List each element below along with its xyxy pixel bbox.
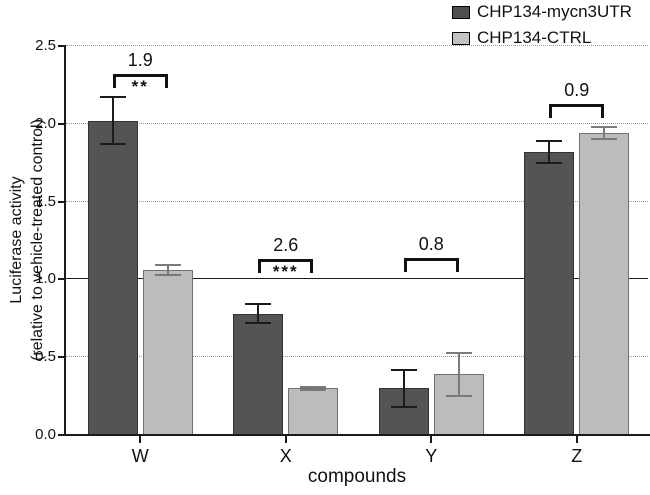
y-tick-label: 0.0 [35, 426, 56, 443]
x-axis-tick [430, 436, 433, 443]
x-tick-label: Z [571, 446, 583, 466]
y-axis-title: Luciferase activity (relative to vehicle… [6, 40, 50, 440]
x-axis-title: compounds [307, 466, 407, 487]
error-bar-cap-bottom [536, 161, 563, 164]
legend-swatch-light-icon [452, 31, 470, 45]
bar-CHP134-CTRL-Z [579, 133, 630, 435]
error-bar-cap-top [99, 96, 126, 99]
error-bar-cap-bottom [591, 138, 618, 141]
x-axis-tick [284, 436, 287, 443]
bar-CHP134-CTRL-X [288, 388, 339, 435]
y-axis-tick [58, 122, 66, 125]
significance-bracket-end [258, 259, 262, 274]
y-tick-label: 1.5 [35, 192, 56, 210]
x-axis-tick [575, 436, 578, 443]
bar-CHP134-mycn3UTR-Z [524, 151, 575, 435]
y-tick-label: 1.0 [35, 270, 56, 288]
y-axis-tick [58, 278, 66, 281]
reference-line [66, 278, 648, 280]
gridline-dotted [66, 45, 648, 46]
bar-CHP134-CTRL-W [142, 270, 193, 435]
error-bar-cap-bottom [390, 405, 417, 408]
x-axis-line [64, 434, 650, 436]
gridline-dotted [66, 122, 648, 124]
significance-bracket [549, 103, 605, 107]
significance-stars: ** [131, 77, 149, 96]
legend-row-mycn3utr: CHP134-mycn3UTR [452, 2, 632, 22]
bracket-label: 1.9 [127, 50, 153, 70]
significance-bracket [258, 259, 314, 263]
significance-bracket-end [549, 103, 553, 118]
x-tick-label: Y [425, 446, 438, 466]
y-axis-tick [58, 200, 66, 203]
gridline-dotted [66, 200, 648, 202]
significance-bracket-end [164, 74, 168, 88]
legend-label-ctrl: CHP134-CTRL [477, 28, 592, 47]
error-bar-cap-top [536, 139, 563, 142]
error-bar-stem [548, 140, 551, 163]
error-bar-cap-bottom [154, 273, 181, 276]
y-axis-line [64, 46, 66, 436]
error-bar-stem [257, 304, 260, 323]
significance-bracket-end [455, 257, 459, 272]
significance-bracket [112, 74, 168, 77]
error-bar-stem [166, 265, 169, 275]
error-bar-stem [312, 386, 315, 390]
y-axis-tick [58, 434, 66, 436]
error-bar-cap-top [300, 385, 327, 388]
error-bar-stem [457, 352, 460, 397]
error-bar-stem [402, 369, 405, 407]
error-bar-cap-bottom [99, 143, 126, 146]
y-axis-title-line1: Luciferase activity [8, 176, 25, 304]
error-bar-cap-bottom [300, 388, 327, 391]
significance-bracket-end [601, 103, 605, 118]
error-bar-stem [603, 126, 606, 140]
significance-stars: *** [272, 262, 299, 282]
error-bar-cap-top [445, 351, 472, 354]
bracket-label: 2.6 [273, 235, 299, 256]
error-bar-cap-top [245, 303, 272, 306]
x-tick-label: X [279, 446, 292, 466]
significance-bracket-end [403, 257, 407, 272]
legend-label-mycn3utr: CHP134-mycn3UTR [477, 2, 632, 21]
y-axis-tick [58, 356, 66, 359]
error-bar-cap-top [390, 368, 417, 371]
error-bar-cap-bottom [445, 395, 472, 398]
y-axis-tick [58, 45, 66, 47]
gridline-dotted [66, 356, 648, 358]
x-tick-label: W [131, 446, 149, 466]
legend-row-ctrl: CHP134-CTRL [452, 28, 591, 48]
error-bar-cap-bottom [245, 321, 272, 324]
y-tick-label: 0.5 [35, 348, 56, 366]
bracket-label: 0.9 [564, 79, 590, 100]
error-bar-cap-top [154, 264, 181, 267]
legend-swatch-dark-icon [452, 5, 470, 19]
bar-CHP134-mycn3UTR-X [233, 313, 284, 435]
significance-bracket [403, 257, 459, 261]
significance-bracket-end [310, 259, 314, 274]
x-axis-tick [139, 436, 142, 443]
y-tick-label: 2.5 [35, 37, 56, 54]
bracket-label: 0.8 [418, 233, 444, 254]
significance-bracket-end [112, 74, 116, 88]
y-axis-title-line2: (relative to vehicle-treated control) [29, 119, 46, 361]
error-bar-stem [111, 97, 114, 145]
error-bar-cap-top [591, 125, 618, 128]
y-tick-label: 2.0 [35, 114, 56, 132]
bar-CHP134-mycn3UTR-W [87, 120, 138, 435]
